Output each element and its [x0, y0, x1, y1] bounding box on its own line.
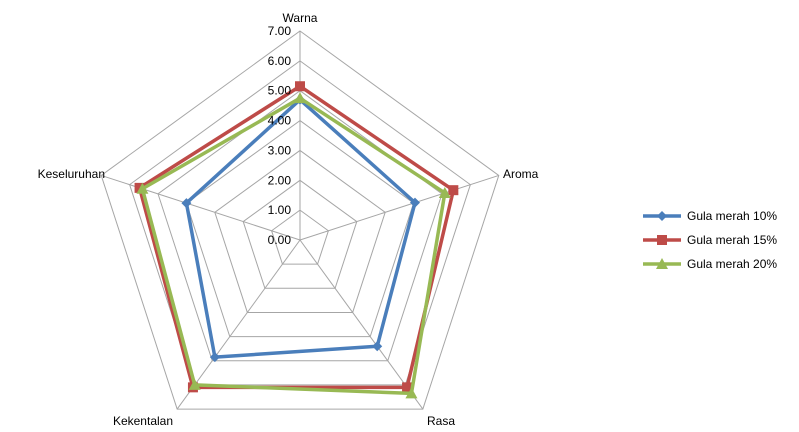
tick-label: 4.00	[268, 114, 292, 128]
data-point-keseluruhan	[134, 182, 145, 193]
tick-label: 1.00	[268, 203, 292, 217]
data-point-aroma	[438, 186, 451, 198]
data-point-rasa	[372, 341, 383, 352]
legend-marker	[657, 211, 667, 221]
data-point-keseluruhan	[136, 182, 149, 194]
spoke-rasa	[299, 239, 424, 410]
legend-label: Gula merah 20%	[687, 257, 777, 271]
grid-ring-3	[214, 149, 386, 313]
data-point-aroma	[410, 197, 421, 208]
grid-ring-1	[271, 209, 329, 265]
legend-label: Gula merah 15%	[687, 233, 777, 247]
data-point-warna	[295, 81, 305, 92]
data-point-keseluruhan	[181, 198, 192, 209]
spoke-keseluruhan	[101, 174, 301, 241]
legend-item: Gula merah 20%	[643, 257, 777, 271]
tick-label: 7.00	[268, 24, 292, 38]
grid-ring-4	[185, 119, 415, 338]
axis-label-aroma: Aroma	[503, 167, 539, 181]
data-point-rasa	[405, 387, 418, 399]
legend: Gula merah 10% Gula merah 15% Gula merah 2…	[643, 209, 777, 271]
axis-label-warna: Warna	[283, 11, 318, 25]
spoke-aroma	[299, 174, 499, 241]
data-point-kekentalan	[188, 378, 201, 390]
legend-item: Gula merah 15%	[643, 233, 777, 247]
legend-item: Gula merah 10%	[643, 209, 777, 223]
grid-ring-7	[100, 30, 500, 410]
data-point-aroma	[448, 185, 459, 196]
series-line	[184, 97, 417, 359]
axis-labels: Warna Aroma Rasa Kekentalan Keseluruhan	[38, 11, 539, 428]
series-1	[181, 94, 421, 363]
spoke-kekentalan	[176, 239, 301, 410]
legend-label: Gula merah 10%	[687, 209, 777, 223]
data-point-rasa	[402, 382, 413, 393]
axis-label-kekentalan: Kekentalan	[113, 414, 173, 428]
legend-marker	[656, 258, 668, 269]
tick-label: 5.00	[268, 84, 292, 98]
grid-ring-6	[129, 60, 471, 386]
tick-label: 0.00	[268, 233, 292, 247]
tick-label: 6.00	[268, 54, 292, 68]
series-layer	[134, 81, 459, 399]
data-point-warna	[294, 92, 306, 104]
series-3	[136, 92, 451, 399]
tick-label: 3.00	[268, 143, 292, 157]
axis-label-rasa: Rasa	[427, 414, 455, 428]
tick-label: 2.00	[268, 173, 292, 187]
tick-labels: 0.00 1.00 2.00 3.00 4.00 5.00 6.00 7.00	[268, 24, 292, 247]
series-line	[140, 96, 447, 396]
legend-marker	[657, 235, 667, 245]
data-point-kekentalan	[209, 352, 220, 363]
axis-label-keseluruhan: Keseluruhan	[38, 167, 105, 181]
grid-ring-2	[242, 179, 358, 289]
